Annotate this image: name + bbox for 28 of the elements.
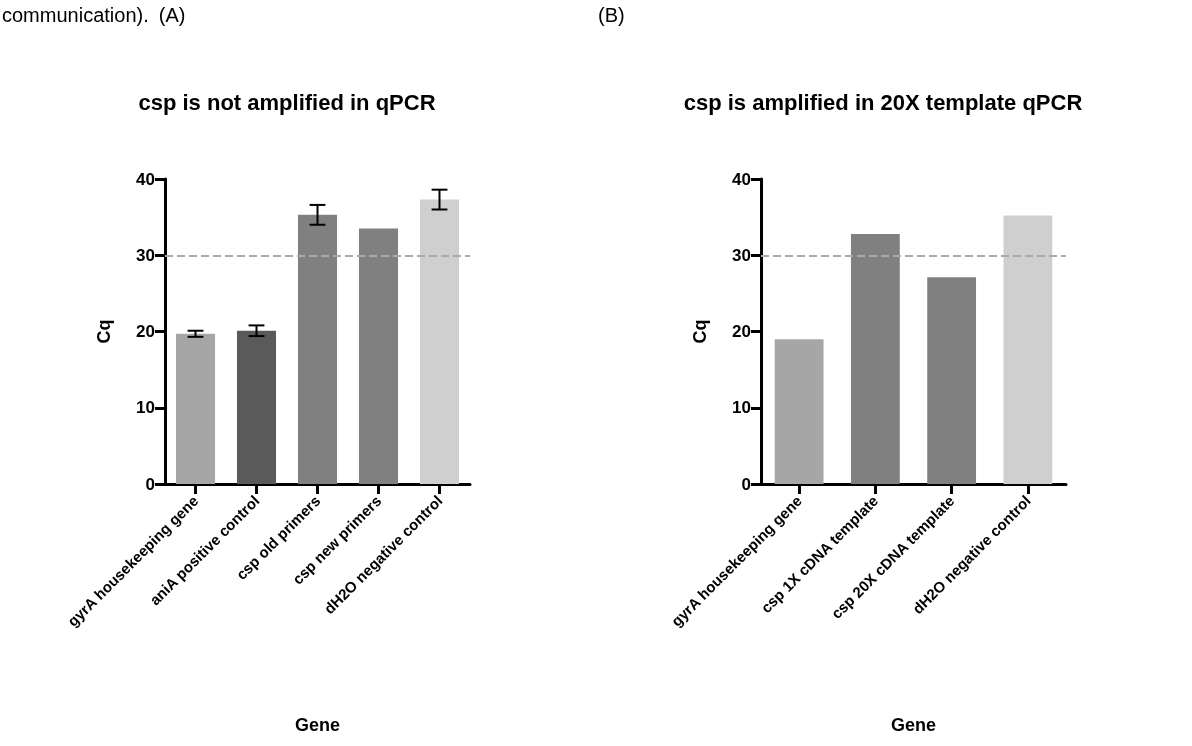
y-tick-label: 40 — [136, 169, 155, 189]
chart-title: csp is not amplified in qPCR — [138, 89, 436, 115]
y-tick-label: 0 — [145, 474, 155, 494]
bar — [175, 333, 216, 484]
y-tick-label: 40 — [732, 169, 751, 189]
y-tick-label: 30 — [136, 245, 155, 265]
y-tick-label: 10 — [732, 398, 751, 418]
y-tick-label: 20 — [732, 322, 751, 341]
bar — [297, 214, 338, 484]
bar — [774, 339, 824, 484]
bar — [927, 277, 977, 484]
y-tick-label: 30 — [732, 245, 751, 265]
y-tick-label: 20 — [136, 322, 155, 341]
text: communication). — [2, 4, 149, 27]
chart-title: csp is amplified in 20X template qPCR — [683, 89, 1083, 115]
bar — [1003, 215, 1053, 484]
y-axis-title: Cq — [690, 319, 710, 344]
text: (B) — [598, 4, 625, 27]
text: (A) — [158, 4, 186, 27]
y-tick-label: 10 — [136, 398, 155, 418]
bar — [419, 199, 460, 484]
bar — [236, 330, 277, 484]
y-axis-title: Cq — [94, 319, 114, 344]
bar — [850, 233, 900, 484]
y-tick-label: 0 — [741, 474, 751, 494]
bar — [358, 228, 399, 484]
x-axis-title: Gene — [890, 715, 937, 735]
x-axis-title: Gene — [294, 715, 341, 735]
